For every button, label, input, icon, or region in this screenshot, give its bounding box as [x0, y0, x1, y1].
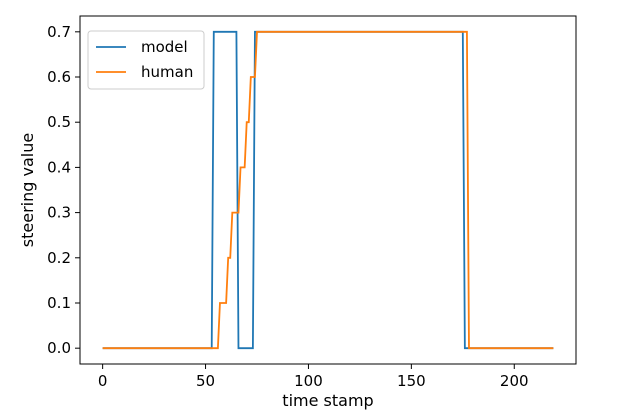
legend-frame [87, 30, 205, 90]
x-tick-label: 0 [98, 372, 108, 390]
x-tick-label: 100 [294, 372, 323, 390]
x-tick-label: 50 [196, 372, 215, 390]
y-tick-label: 0.0 [47, 339, 71, 357]
x-tick-label: 200 [500, 372, 529, 390]
legend-label-model: model [141, 38, 188, 56]
legend: model human [87, 30, 205, 90]
y-axis-label: steering value [18, 133, 37, 247]
y-axis: 0.0 0.1 0.2 0.3 0.4 0.5 0.6 0.7 [47, 23, 80, 357]
series-line-model [102, 30, 554, 350]
x-axis-label: time stamp [282, 391, 373, 410]
series-layer [102, 30, 554, 350]
x-axis: 0 50 100 150 200 [98, 364, 529, 390]
x-tick-label: 150 [397, 372, 426, 390]
y-tick-label: 0.2 [47, 249, 71, 267]
y-tick-label: 0.1 [47, 294, 71, 312]
y-tick-label: 0.4 [47, 158, 71, 176]
y-tick-label: 0.6 [47, 68, 71, 86]
series-line-human [102, 30, 554, 350]
y-tick-label: 0.7 [47, 23, 71, 41]
y-tick-label: 0.5 [47, 113, 71, 131]
legend-label-human: human [141, 63, 193, 81]
y-tick-label: 0.3 [47, 204, 71, 222]
